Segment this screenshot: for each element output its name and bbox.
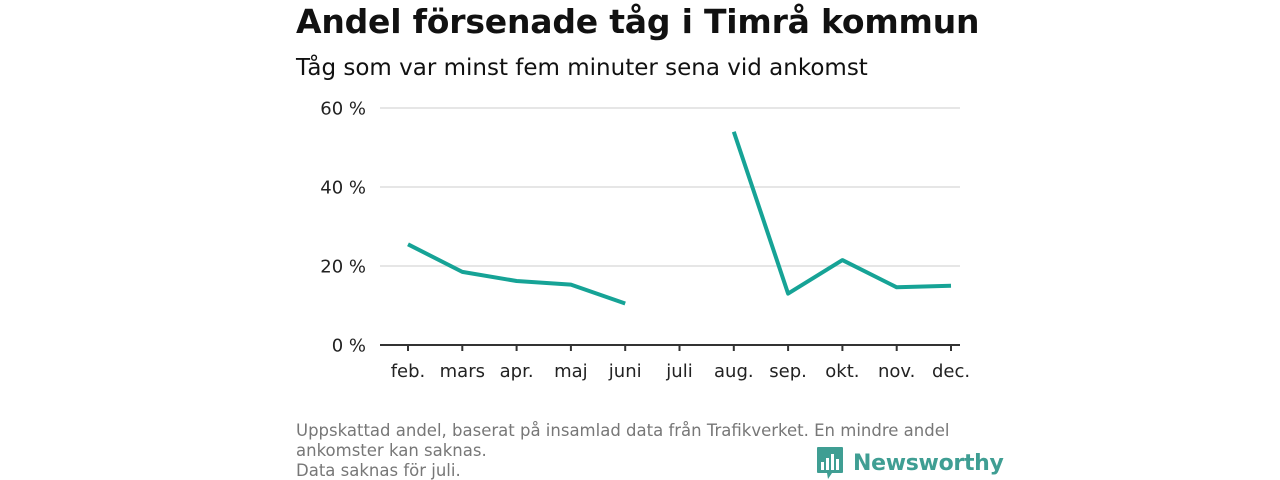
x-tick-label: juli — [665, 361, 692, 382]
y-tick-label: 20 % — [320, 257, 366, 278]
x-tick-label: apr. — [500, 361, 534, 382]
y-tick-label: 40 % — [320, 178, 366, 199]
bar-chart-speech-bubble-icon — [817, 447, 843, 479]
newsworthy-logo: Newsworthy — [816, 446, 1004, 480]
chart-title: Andel försenade tåg i Timrå kommun — [296, 2, 980, 41]
x-tick-label: okt. — [825, 361, 859, 382]
x-tick-label: feb. — [391, 361, 426, 382]
x-tick-label: nov. — [878, 361, 915, 382]
series-line — [407, 242, 626, 306]
x-tick-label: dec. — [932, 361, 970, 382]
footnote-line: Uppskattad andel, baserat på insamlad da… — [296, 421, 950, 440]
grid-lines — [380, 107, 960, 267]
series-lines — [407, 131, 952, 306]
y-tick-label: 60 % — [320, 99, 366, 120]
footnote: Uppskattad andel, baserat på insamlad da… — [296, 421, 986, 480]
footnote-line: ankomster kan saknas. — [296, 441, 487, 460]
x-tick-label: aug. — [714, 361, 754, 382]
x-tick-label: mars — [440, 361, 485, 382]
chart-subtitle: Tåg som var minst fem minuter sena vid a… — [296, 55, 868, 81]
y-axis-ticks: 0 % 20 % 40 % 60 % — [320, 99, 366, 357]
logo-text: Newsworthy — [853, 450, 1004, 476]
line-chart: 0 % 20 % 40 % 60 % feb. mars apr. maj juni juli a… — [320, 99, 970, 383]
x-tick-label: maj — [554, 361, 588, 382]
x-tick-label: juni — [608, 361, 642, 382]
y-tick-label: 0 % — [332, 336, 366, 357]
footnote-line: Data saknas för juli. — [296, 461, 461, 480]
x-axis-ticks: feb. mars apr. maj juni juli aug. sep. okt. nov. d… — [391, 345, 970, 382]
x-tick-label: sep. — [769, 361, 807, 382]
series-line — [731, 131, 952, 296]
